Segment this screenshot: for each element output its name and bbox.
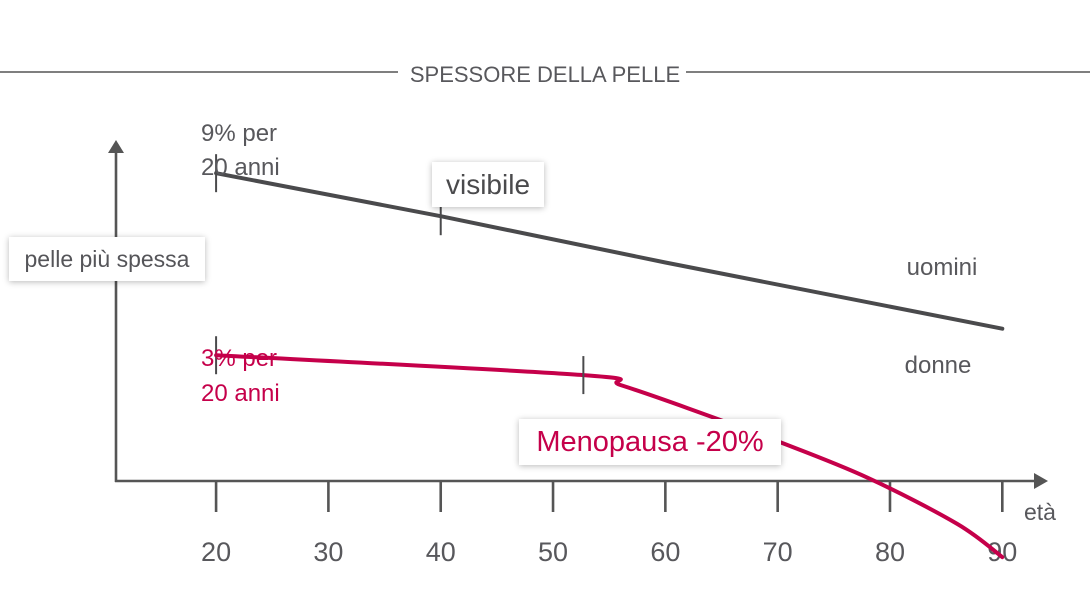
x-tick-label-90: 90 [987,537,1017,567]
x-axis-arrow [1034,473,1048,489]
series-lines [214,171,1005,560]
y-axis-label: pelle più spessa [9,237,205,281]
men-rate-line2: 20 anni [201,154,280,181]
series-line-uomini [214,171,1005,331]
women-rate-line2: 20 anni [201,380,280,407]
x-tick-label-40: 40 [426,537,456,567]
series-label-donne: donne [905,352,972,379]
men-rate-line1: 9% per [201,120,277,147]
y-axis-arrow [108,140,124,153]
x-tick-label-60: 60 [650,537,680,567]
women-rate-line1: 3% per [201,345,277,372]
x-tick-label-70: 70 [763,537,793,567]
menopausa-annotation: Menopausa -20% [519,419,781,465]
x-tick-label-30: 30 [313,537,343,567]
x-tick-labels: 20 30 40 50 60 70 80 90 [201,537,1017,567]
chart-title: SPESSORE DELLA PELLE [410,62,680,87]
series-markers [215,154,585,395]
x-tick-label-20: 20 [201,537,231,567]
visibile-annotation: visibile [432,162,544,207]
series-line-donne [214,353,1005,560]
x-tick-label-80: 80 [875,537,905,567]
x-tick-label-50: 50 [538,537,568,567]
x-axis-label: età [1024,499,1056,525]
series-label-uomini: uomini [907,254,978,281]
